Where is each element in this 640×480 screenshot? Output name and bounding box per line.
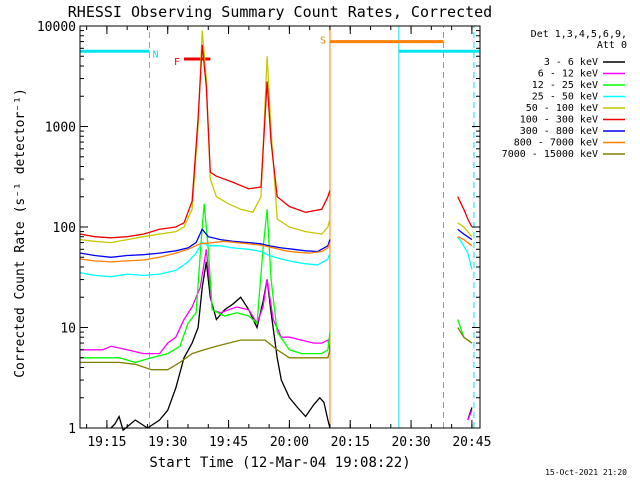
series-line-300-800-keV: [80, 227, 473, 258]
series-line-100-300-keV: [80, 44, 473, 239]
x-axis-label: Start Time (12-Mar-04 19:08:22): [149, 455, 410, 471]
legend-label: 3 - 6 keV: [544, 57, 598, 68]
x-tick-label: 20:45: [452, 435, 491, 450]
series-line-7000-15000-keV: [80, 327, 473, 371]
annotation-layer: N F S: [79, 26, 480, 428]
legend-label: 800 - 7000 keV: [514, 138, 598, 149]
legend-header: Att 0: [597, 40, 627, 51]
series-line-800-7000-keV: [80, 236, 473, 263]
legend-label: 12 - 25 keV: [532, 80, 598, 91]
x-axis: 19:15 19:30 19:45 20:00 20:15 20:30 20:45: [86, 26, 491, 450]
legend-label: 100 - 300 keV: [520, 115, 598, 126]
annotation-saa-label: S: [320, 36, 326, 47]
x-tick-label: 20:00: [270, 435, 309, 450]
series-line-12-25-keV: [80, 203, 473, 364]
y-tick-label: 100: [53, 221, 76, 236]
y-axis: 1 10 100 1000 10000: [37, 20, 480, 437]
y-axis-label: Corrected Count Rate (s⁻¹ detector⁻¹): [13, 88, 28, 378]
annotation-night-label: N: [152, 49, 158, 60]
y-tick-label: 1: [68, 422, 76, 437]
legend-label: 25 - 50 keV: [532, 92, 598, 103]
series-line-50-100-keV: [80, 30, 473, 244]
legend-label: 300 - 800 keV: [520, 126, 598, 137]
x-tick-label: 20:15: [331, 435, 370, 450]
x-tick-label: 20:30: [391, 435, 430, 450]
legend-label: 7000 - 15000 keV: [502, 149, 598, 160]
y-tick-label: 1000: [45, 121, 76, 136]
annotation-flare-label: F: [174, 57, 180, 68]
legend-label: 50 - 100 keV: [526, 103, 598, 114]
legend-label: 6 - 12 keV: [538, 69, 598, 80]
x-tick-label: 19:15: [87, 435, 126, 450]
y-tick-label: 10: [60, 322, 76, 337]
plot-frame: [79, 25, 481, 429]
timestamp: 15-Oct-2021 21:20: [545, 468, 627, 477]
x-tick-label: 19:30: [148, 435, 187, 450]
series-layer: [80, 30, 473, 432]
legend-header: Det 1,3,4,5,6,9,: [531, 29, 627, 40]
x-tick-label: 19:45: [209, 435, 248, 450]
series-line-25-50-keV: [80, 236, 473, 278]
chart-title: RHESSI Observing Summary Count Rates, Co…: [68, 3, 492, 21]
series-line-6-12-keV: [80, 249, 473, 421]
y-tick-label: 10000: [37, 20, 76, 35]
